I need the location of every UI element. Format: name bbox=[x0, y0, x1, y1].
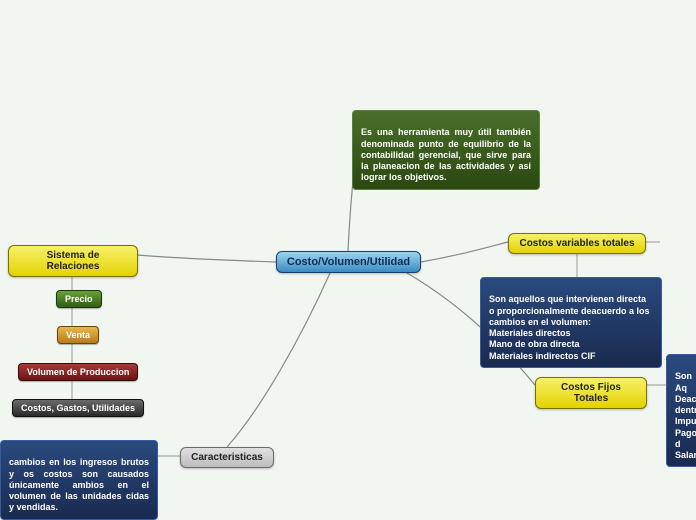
root-label: Costo/Volumen/Utilidad bbox=[287, 256, 410, 268]
venta-label: Venta bbox=[66, 330, 90, 340]
venta-node[interactable]: Venta bbox=[57, 326, 99, 344]
desc-fijos-content: Son Aq Deacue dentro Impues Pago d Salar… bbox=[675, 371, 696, 460]
desc-top-text: Es una herramienta muy útil también deno… bbox=[352, 110, 540, 190]
precio-node[interactable]: Precio bbox=[56, 290, 102, 308]
costos-fijos-node[interactable]: Costos Fijos Totales bbox=[535, 377, 647, 409]
desc-fijos-text: Son Aq Deacue dentro Impues Pago d Salar… bbox=[666, 354, 696, 467]
desc-variables-text: Son aquellos que intervienen directa o p… bbox=[480, 277, 662, 368]
sistema-label: Sistema de Relaciones bbox=[19, 250, 127, 272]
caracteristicas-node[interactable]: Caracteristicas bbox=[180, 447, 274, 468]
desc-caracteristicas-text: cambios en los ingresos brutos y os cost… bbox=[0, 440, 158, 520]
costos-gastos-label: Costos, Gastos, Utilidades bbox=[21, 403, 135, 413]
costos-gastos-node[interactable]: Costos, Gastos, Utilidades bbox=[12, 399, 144, 417]
desc-top-content: Es una herramienta muy útil también deno… bbox=[361, 127, 531, 182]
desc-caracteristicas-content: cambios en los ingresos brutos y os cost… bbox=[9, 457, 149, 512]
costos-variables-node[interactable]: Costos variables totales bbox=[508, 233, 646, 254]
caracteristicas-label: Caracteristicas bbox=[191, 452, 263, 463]
precio-label: Precio bbox=[65, 294, 93, 304]
costos-variables-label: Costos variables totales bbox=[519, 238, 634, 249]
root-node[interactable]: Costo/Volumen/Utilidad bbox=[276, 251, 421, 273]
sistema-node[interactable]: Sistema de Relaciones bbox=[8, 245, 138, 277]
costos-fijos-label: Costos Fijos Totales bbox=[546, 382, 636, 404]
volumen-label: Volumen de Produccion bbox=[27, 367, 129, 377]
volumen-node[interactable]: Volumen de Produccion bbox=[18, 363, 138, 381]
desc-variables-content: Son aquellos que intervienen directa o p… bbox=[489, 294, 650, 360]
